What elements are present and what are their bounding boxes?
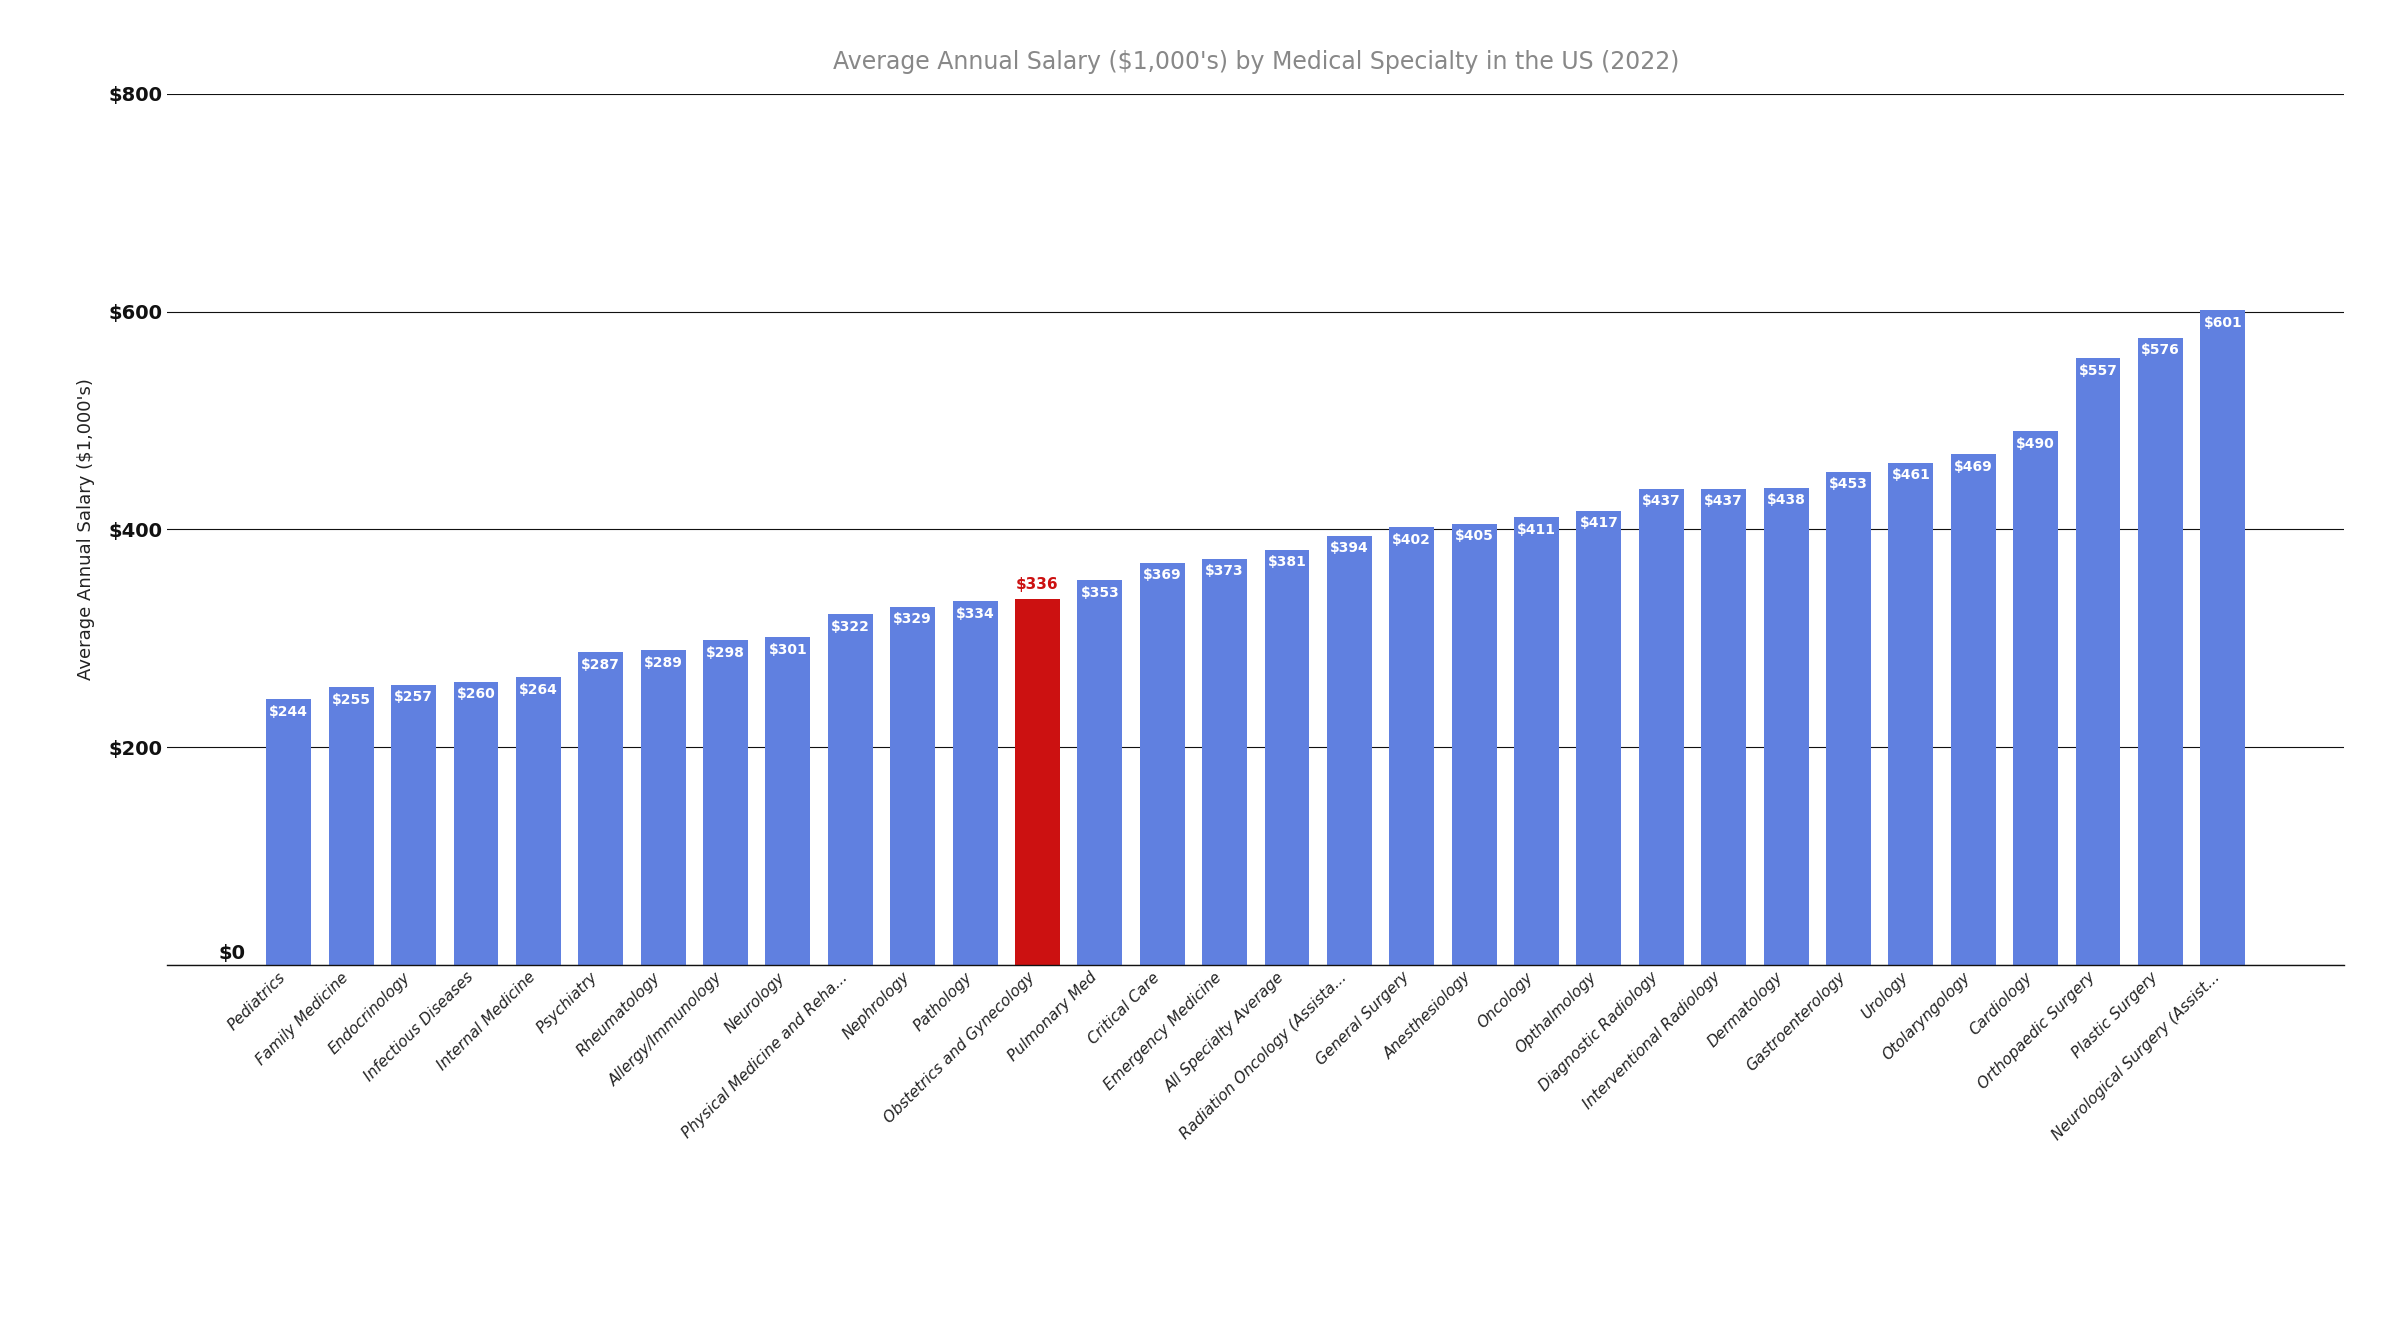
Text: $601: $601 xyxy=(2203,316,2241,330)
Bar xyxy=(765,636,811,965)
Text: $244: $244 xyxy=(270,705,309,718)
Text: $437: $437 xyxy=(1705,494,1744,508)
Text: $576: $576 xyxy=(2141,343,2179,358)
Text: $301: $301 xyxy=(768,642,806,657)
Bar xyxy=(1265,549,1308,965)
Bar xyxy=(1887,462,1933,965)
Bar xyxy=(392,685,435,965)
Text: $336: $336 xyxy=(1017,578,1060,592)
Text: $381: $381 xyxy=(1268,555,1306,570)
Bar xyxy=(703,641,749,965)
Text: $260: $260 xyxy=(457,687,495,701)
Text: $394: $394 xyxy=(1330,541,1368,555)
Text: $417: $417 xyxy=(1579,516,1619,531)
Text: $334: $334 xyxy=(957,607,995,620)
Text: $257: $257 xyxy=(395,690,433,705)
Text: $490: $490 xyxy=(2016,437,2055,450)
Bar xyxy=(579,653,624,965)
Title: Average Annual Salary ($1,000's) by Medical Specialty in the US (2022): Average Annual Salary ($1,000's) by Medi… xyxy=(832,50,1679,74)
Bar xyxy=(1452,524,1497,965)
Bar xyxy=(1139,563,1184,965)
Bar xyxy=(1825,472,1871,965)
Bar xyxy=(454,682,498,965)
Bar xyxy=(1763,488,1808,965)
Bar xyxy=(1514,517,1560,965)
Text: $287: $287 xyxy=(581,658,620,671)
Bar xyxy=(890,607,935,965)
Bar xyxy=(2014,431,2057,965)
Bar xyxy=(266,699,311,965)
Text: $402: $402 xyxy=(1392,532,1430,547)
Bar xyxy=(828,614,873,965)
Bar xyxy=(1328,536,1373,965)
Text: $369: $369 xyxy=(1143,568,1182,583)
Text: $353: $353 xyxy=(1081,586,1119,600)
Text: $437: $437 xyxy=(1641,494,1682,508)
Bar xyxy=(1952,454,1995,965)
Bar xyxy=(2076,358,2119,965)
Bar xyxy=(2138,338,2184,965)
Text: $289: $289 xyxy=(643,655,682,670)
Text: $453: $453 xyxy=(1830,477,1868,490)
Text: $255: $255 xyxy=(332,693,371,706)
Bar xyxy=(1203,559,1246,965)
Bar xyxy=(1076,580,1122,965)
Bar xyxy=(328,687,373,965)
Bar xyxy=(1701,489,1746,965)
Bar xyxy=(1576,511,1622,965)
Bar xyxy=(1014,599,1060,965)
Text: $438: $438 xyxy=(1768,493,1806,508)
Text: $461: $461 xyxy=(1892,468,1930,482)
Bar xyxy=(1639,489,1684,965)
Bar xyxy=(517,677,560,965)
Bar xyxy=(1390,527,1435,965)
Text: $373: $373 xyxy=(1206,564,1244,578)
Text: $405: $405 xyxy=(1454,529,1493,543)
Bar xyxy=(2201,311,2246,965)
Text: $469: $469 xyxy=(1954,460,1993,473)
Bar xyxy=(952,602,997,965)
Text: $322: $322 xyxy=(830,619,871,634)
Text: $298: $298 xyxy=(706,646,744,659)
Text: $557: $557 xyxy=(2079,363,2117,378)
Text: $0: $0 xyxy=(218,943,244,962)
Y-axis label: Average Annual Salary ($1,000's): Average Annual Salary ($1,000's) xyxy=(77,378,96,681)
Text: $411: $411 xyxy=(1517,523,1557,537)
Text: $264: $264 xyxy=(519,683,557,697)
Text: $329: $329 xyxy=(892,612,933,626)
Bar xyxy=(641,650,687,965)
